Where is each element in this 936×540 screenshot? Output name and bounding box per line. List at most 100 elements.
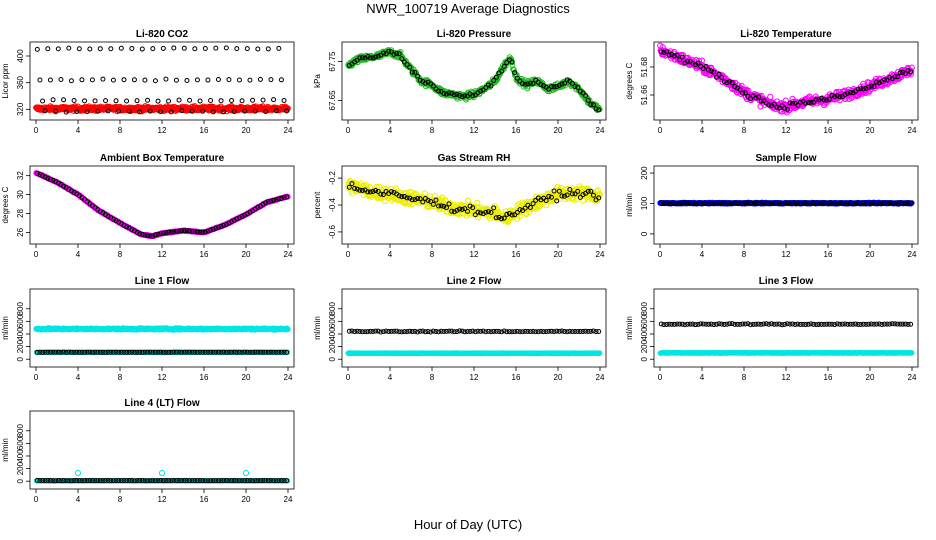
data-point: [569, 191, 575, 197]
data-point: [860, 200, 866, 206]
x-tick-label: 20: [866, 250, 875, 259]
data-point: [284, 105, 291, 112]
data-point: [902, 200, 908, 206]
data-point: [255, 349, 261, 355]
data-point: [713, 74, 719, 80]
data-point: [570, 196, 577, 203]
x-tick-label: 20: [554, 250, 563, 259]
data-point: [478, 210, 484, 216]
data-point: [357, 55, 363, 61]
data-point: [443, 205, 449, 211]
data-point: [124, 349, 130, 355]
x-tick-label: 24: [284, 373, 293, 382]
data-point: [881, 200, 887, 206]
data-point: [821, 97, 827, 103]
data-point: [805, 200, 811, 206]
data-point: [394, 51, 400, 57]
series-1-min-high: [33, 325, 291, 333]
data-point: [839, 200, 845, 206]
data-point: [509, 212, 515, 218]
data-point: [370, 188, 376, 194]
data-points: [345, 177, 603, 226]
data-point: [834, 93, 840, 99]
data-point: [139, 350, 145, 356]
data-point: [76, 349, 82, 355]
panel-title: Line 1 Flow: [135, 276, 190, 287]
data-point: [658, 200, 664, 206]
data-point: [499, 216, 505, 222]
data-point: [420, 199, 426, 205]
data-point: [430, 201, 436, 207]
data-point: [412, 69, 418, 75]
data-point: [278, 77, 284, 83]
data-point: [577, 87, 584, 94]
data-point: [483, 84, 489, 90]
data-point: [404, 62, 410, 68]
data-point: [422, 80, 428, 86]
data-point: [548, 194, 554, 200]
data-point: [166, 229, 172, 235]
data-point: [868, 83, 874, 89]
data-point: [782, 200, 788, 206]
data-point: [572, 84, 578, 90]
data-point: [147, 233, 153, 239]
y-tick-label: 200: [640, 166, 649, 180]
data-point: [34, 46, 40, 52]
data-point: [729, 80, 735, 86]
data-point: [124, 224, 130, 230]
data-point: [37, 171, 43, 177]
x-tick-label: 8: [118, 373, 123, 382]
data-point: [373, 54, 379, 60]
data-point: [522, 205, 528, 211]
data-point: [881, 77, 887, 83]
data-point: [889, 200, 895, 206]
data-point: [197, 229, 203, 235]
data-point: [200, 229, 206, 235]
data-point: [218, 223, 224, 229]
data-points: [33, 45, 291, 115]
y-tick-label: 400: [16, 327, 25, 341]
data-point: [724, 200, 730, 206]
data-point: [538, 82, 544, 88]
data-point: [559, 81, 565, 87]
data-point: [163, 230, 169, 236]
data-point: [221, 222, 227, 228]
data-point: [813, 200, 819, 206]
data-point: [281, 195, 287, 201]
data-point: [446, 90, 452, 96]
data-point: [370, 55, 376, 61]
data-point: [488, 83, 494, 89]
data-point: [585, 97, 591, 103]
data-point: [242, 108, 248, 114]
x-tick-label: 4: [388, 250, 393, 259]
data-points: [33, 325, 291, 356]
data-point: [569, 80, 575, 86]
y-tick-label: -0.4: [328, 198, 337, 212]
data-point: [475, 209, 481, 215]
data-point: [554, 198, 560, 204]
data-point: [134, 229, 140, 235]
data-point: [189, 229, 195, 235]
data-point: [661, 49, 667, 55]
data-point: [908, 200, 915, 206]
data-point: [396, 51, 402, 57]
x-tick-label: 16: [200, 250, 209, 259]
data-point: [121, 349, 127, 355]
data-point: [805, 100, 811, 106]
x-tick-label: 0: [658, 250, 663, 259]
data-point: [386, 48, 392, 54]
y-tick-label: 600: [16, 314, 25, 328]
data-point: [399, 194, 405, 200]
data-point: [779, 200, 785, 206]
x-tick-label: 16: [512, 373, 521, 382]
data-point: [268, 349, 274, 355]
data-point: [76, 46, 82, 52]
data-point: [263, 349, 269, 355]
data-point: [874, 79, 880, 85]
data-point: [766, 200, 772, 206]
data-point: [208, 97, 214, 103]
data-point: [782, 105, 788, 111]
data-point: [692, 200, 698, 206]
x-tick-label: 20: [242, 250, 251, 259]
data-point: [221, 109, 227, 115]
